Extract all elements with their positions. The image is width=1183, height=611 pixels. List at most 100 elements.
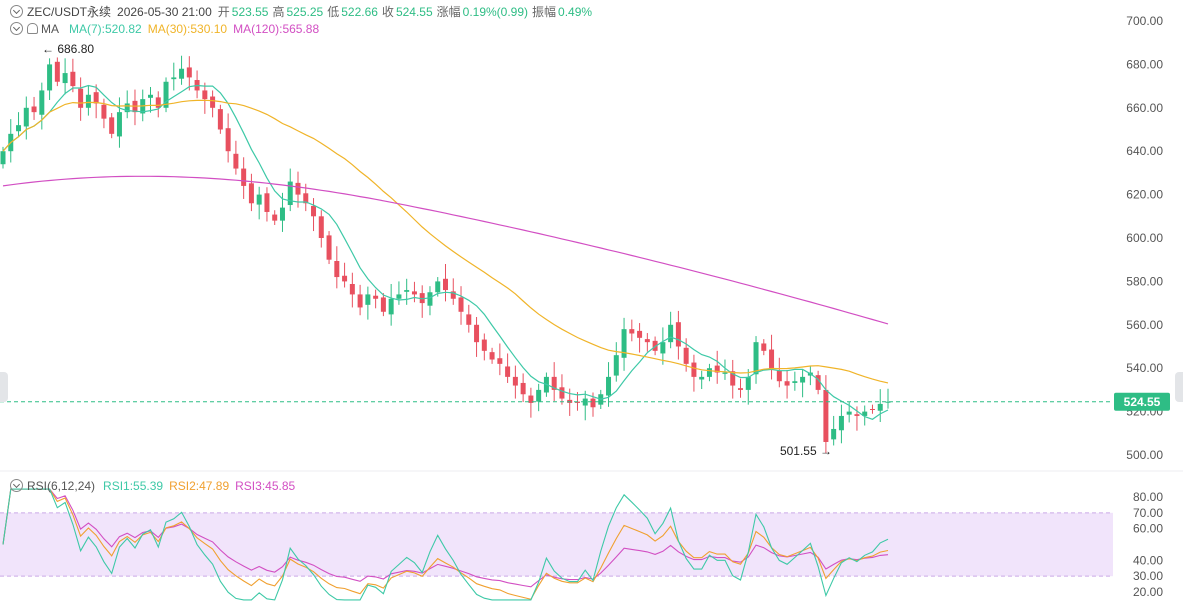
candle-body (116, 112, 122, 137)
candle-body (318, 216, 324, 238)
candles (0, 55, 891, 454)
candle-body (551, 376, 557, 390)
high-label: 高 (272, 5, 285, 19)
candle-body (660, 342, 666, 354)
candle-body (0, 151, 6, 165)
candle-body (303, 193, 309, 204)
change-label: 涨幅 (436, 5, 461, 19)
candle-body (706, 368, 712, 377)
candle-body (823, 389, 829, 442)
candle-body (357, 294, 363, 308)
bell-icon[interactable] (27, 23, 38, 34)
candle-body (722, 372, 728, 374)
candle-body (699, 376, 705, 380)
candle-body (590, 398, 596, 408)
candle-body (233, 153, 239, 169)
candle-body (264, 193, 270, 212)
candle-body (497, 358, 503, 364)
candle-body (435, 281, 441, 293)
ma30-legend: MA(30):530.10 (147, 22, 228, 36)
rsi-collapse-icon[interactable] (10, 479, 23, 492)
ma-legend: MA MA(7):520.82 MA(30):530.10 MA(120):565.8… (10, 22, 323, 36)
rsi-band (0, 512, 1113, 577)
candle-body (109, 117, 115, 134)
candle-body (644, 339, 650, 343)
rsi-tick-label: 70.00 (1133, 506, 1163, 520)
price-tick-label: 700.00 (1126, 14, 1163, 28)
candle-body (349, 284, 355, 295)
candle-body (838, 415, 844, 431)
low-marker-label: 501.55 → (780, 444, 832, 458)
candle-body (862, 411, 868, 416)
candle-body (70, 71, 76, 87)
candle-body (272, 214, 278, 221)
candle-body (621, 329, 627, 358)
price-tick-label: 500.00 (1126, 448, 1163, 462)
open-value: 523.55 (231, 5, 269, 19)
candle-body (93, 92, 99, 104)
candle-body (776, 370, 782, 382)
rsi-tick-label: 60.00 (1133, 522, 1163, 536)
symbol-label: ZEC/USDT永续 (27, 5, 112, 19)
candle-body (668, 324, 674, 343)
rsi-tick-label: 80.00 (1133, 490, 1163, 504)
candle-body (373, 295, 379, 299)
ma-collapse-icon[interactable] (10, 22, 23, 35)
candle-body (287, 181, 293, 206)
candle-body (846, 411, 852, 415)
last-price-tag (1114, 392, 1170, 411)
candle-body (217, 109, 223, 130)
candle-body (489, 352, 495, 360)
change-value: 0.19%(0.99) (462, 5, 529, 19)
candle-body (148, 94, 153, 98)
candle-body (23, 107, 29, 127)
candle-body (241, 168, 247, 186)
candle-body (256, 194, 262, 205)
candle-body (481, 339, 487, 351)
ma120-legend: MA(120):565.88 (233, 22, 320, 36)
rsi1-line (2, 488, 889, 601)
candle-body (365, 294, 371, 305)
rsi-tick-label: 20.00 (1133, 585, 1163, 599)
candle-body (388, 298, 394, 315)
candle-body (124, 103, 130, 113)
candle-body (85, 94, 91, 108)
price-tick-label: 640.00 (1126, 144, 1163, 158)
amplitude-label: 振幅 (532, 5, 557, 19)
candle-body (606, 376, 612, 396)
rsi3-legend: RSI3:45.85 (235, 479, 296, 493)
candle-body (520, 382, 526, 395)
candle-body (738, 388, 743, 390)
left-scroll-handle[interactable] (0, 372, 8, 402)
candle-body (210, 96, 216, 108)
candle-body (419, 293, 425, 304)
price-tick-label: 660.00 (1126, 101, 1163, 115)
candle-body (637, 330, 643, 338)
candle-body (854, 414, 860, 416)
close-label: 收 (381, 5, 394, 19)
candle-body (163, 81, 169, 108)
candle-body (326, 235, 332, 260)
candle-body (380, 297, 386, 312)
rsi2-line (2, 488, 889, 600)
candle-body (784, 381, 790, 386)
collapse-toggle-icon[interactable] (10, 5, 23, 18)
right-scroll-handle[interactable] (1175, 372, 1183, 402)
price-tick-label: 620.00 (1126, 188, 1163, 202)
datetime-label: 2026-05-30 21:00 (117, 5, 212, 19)
ma7-legend: MA(7):520.82 (69, 22, 142, 36)
candle-body (101, 104, 107, 119)
ma120-line (2, 175, 889, 325)
candle-body (295, 182, 301, 195)
rsi1-legend: RSI1:55.39 (103, 479, 164, 493)
candle-body (202, 90, 208, 100)
candle-body (411, 291, 417, 295)
candle-body (225, 128, 231, 152)
candle-body (311, 205, 317, 217)
candle-body (559, 387, 565, 399)
candle-body (54, 61, 60, 82)
high-marker-label: ← 686.80 (42, 42, 94, 56)
candle-body (753, 342, 759, 375)
candle-body (512, 376, 518, 386)
